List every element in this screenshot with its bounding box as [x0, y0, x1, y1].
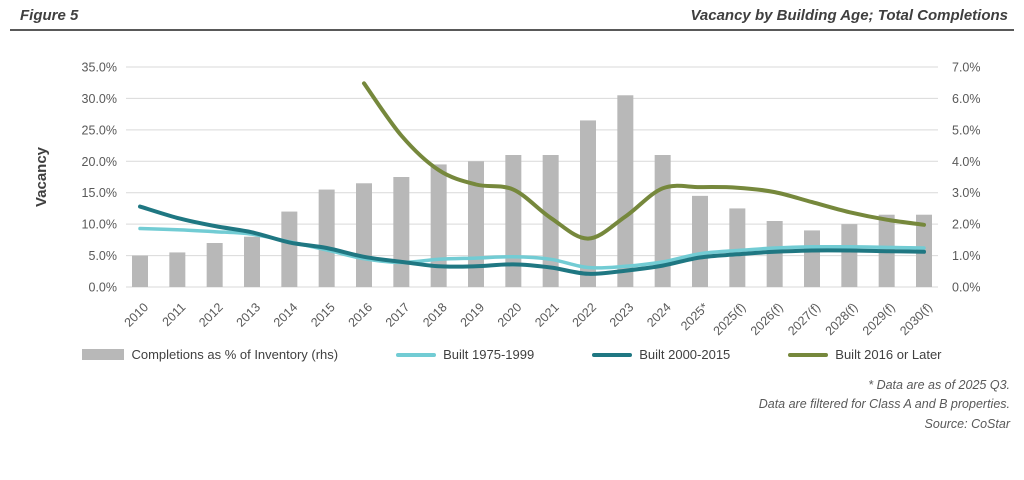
line-built-2016-or-later — [362, 81, 926, 241]
chart-legend: Completions as % of Inventory (rhs) Buil… — [0, 347, 1024, 362]
footnote-filter: Data are filtered for Class A and B prop… — [758, 397, 1010, 412]
line-swatch — [788, 352, 829, 357]
line-swatch — [592, 352, 633, 357]
completions-bar — [505, 155, 522, 287]
bar-swatch — [82, 349, 125, 360]
right-axis-tick: 6.0% — [952, 92, 981, 106]
completions-bar — [132, 255, 148, 287]
x-axis-tick: 2018 — [420, 300, 450, 330]
completions-bar — [542, 155, 559, 287]
completions-bar — [729, 208, 746, 287]
left-axis-tick: 30.0% — [82, 92, 117, 106]
x-axis-tick: 2010 — [122, 300, 152, 330]
right-axis-tick: 3.0% — [952, 186, 981, 200]
completions-bar — [281, 211, 298, 287]
footnote-asterisk: * Data are as of 2025 Q3. — [868, 378, 1010, 392]
x-axis-tick: 2011 — [160, 300, 189, 329]
x-axis-tick: 2020 — [495, 300, 525, 330]
left-axis-tick: 5.0% — [89, 249, 118, 263]
legend-label: Built 2016 or Later — [835, 347, 942, 362]
completions-bar — [804, 230, 820, 287]
completions-bar — [468, 161, 484, 287]
legend-item-built-2016-later: Built 2016 or Later — [788, 347, 942, 362]
legend-label: Built 1975-1999 — [443, 347, 535, 362]
right-axis-tick: 5.0% — [952, 123, 981, 137]
left-axis-tick: 10.0% — [82, 218, 117, 232]
x-axis-tick: 2028(f) — [823, 300, 861, 338]
completions-bar — [766, 221, 783, 287]
x-axis-tick: 2015 — [308, 300, 338, 330]
y-axis-title: Vacancy — [33, 146, 50, 207]
x-axis-tick: 2026(f) — [748, 300, 786, 338]
x-axis-tick: 2024 — [644, 300, 674, 330]
x-axis-tick: 2025* — [678, 300, 711, 333]
completions-bar — [356, 183, 372, 287]
completions-bar — [841, 224, 858, 287]
x-axis-tick: 2014 — [271, 300, 301, 330]
figure-label: Figure 5 — [20, 7, 79, 24]
chart-title: Vacancy by Building Age; Total Completio… — [690, 7, 1008, 24]
x-axis-tick: 2019 — [458, 300, 488, 330]
legend-label: Built 2000-2015 — [639, 347, 731, 362]
x-axis-tick: 2029(f) — [860, 300, 898, 338]
x-axis-tick: 2022 — [570, 300, 600, 330]
vacancy-completions-chart: 0.0% 0.0% 5.0% 1.0% 10.0% 2.0% 15.0% 3.0% 20.0% 4… — [33, 61, 981, 339]
left-axis-tick: 35.0% — [82, 61, 117, 75]
legend-item-built-1975-1999: Built 1975-1999 — [396, 347, 534, 362]
left-axis-tick: 25.0% — [82, 123, 117, 137]
completions-bar — [692, 195, 708, 287]
completions-bar — [393, 177, 410, 287]
right-axis-tick: 4.0% — [952, 155, 981, 169]
left-axis-tick: 15.0% — [82, 186, 117, 200]
right-axis-tick: 0.0% — [952, 281, 981, 295]
x-axis-tick: 2013 — [234, 300, 264, 330]
chart-footnotes: * Data are as of 2025 Q3. Data are filte… — [0, 376, 1010, 434]
completions-bar — [206, 243, 223, 287]
right-axis-tick: 1.0% — [952, 249, 981, 263]
left-axis-tick: 20.0% — [82, 155, 117, 169]
completions-bar — [617, 95, 634, 288]
x-axis-tick: 2027(f) — [785, 300, 823, 338]
legend-item-built-2000-2015: Built 2000-2015 — [592, 347, 730, 362]
x-axis-tick: 2016 — [346, 300, 376, 330]
completions-bar — [244, 236, 260, 287]
legend-label: Completions as % of Inventory (rhs) — [131, 347, 339, 362]
x-axis-tick: 2021 — [532, 300, 562, 330]
figure-header: Figure 5 Vacancy by Building Age; Total … — [20, 7, 1008, 24]
x-axis-tick: 2023 — [607, 300, 637, 330]
legend-item-completions: Completions as % of Inventory (rhs) — [82, 347, 338, 362]
line-swatch — [396, 352, 437, 357]
completions-bar — [318, 189, 335, 287]
completions-bar — [169, 252, 186, 287]
left-axis-tick: 0.0% — [89, 281, 118, 295]
x-axis-tick: 2030(f) — [897, 300, 935, 338]
footnote-source: Source: CoStar — [924, 416, 1010, 431]
completions-bar — [430, 164, 447, 287]
x-axis-tick: 2017 — [383, 300, 413, 330]
header-divider — [10, 29, 1014, 31]
completions-bar — [580, 120, 596, 287]
right-axis-tick: 7.0% — [952, 61, 981, 75]
right-axis-tick: 2.0% — [952, 218, 981, 232]
x-axis-tick: 2025(f) — [711, 300, 749, 338]
line-built-2000-2015 — [138, 204, 926, 276]
x-axis-tick: 2012 — [196, 300, 226, 330]
